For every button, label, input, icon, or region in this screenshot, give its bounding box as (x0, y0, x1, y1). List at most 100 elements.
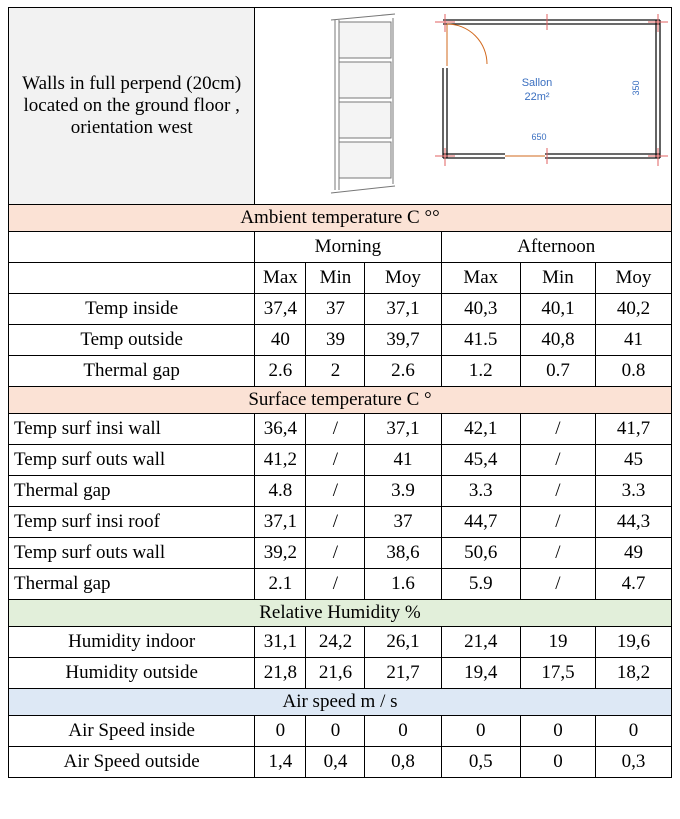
cell: 37,1 (364, 413, 442, 445)
cell: 17,5 (519, 657, 596, 689)
cell: 41.5 (440, 324, 521, 356)
header-stat: Moy (364, 262, 442, 294)
cell: / (519, 568, 596, 600)
table-row: Temp inside 37,4 37 37,1 40,3 40,1 40,2 (7, 293, 673, 325)
cell: 0 (594, 715, 673, 747)
cell: 45,4 (440, 444, 521, 476)
cell: 39 (305, 324, 366, 356)
cell: / (305, 475, 366, 507)
cell: 49 (594, 537, 673, 569)
table-row: Temp surf outs wall 39,2 / 38,6 50,6 / 4… (7, 537, 673, 569)
floor-plan-drawing: Sallon 22m² 650 350 (331, 13, 669, 194)
cell: 3.9 (364, 475, 442, 507)
section-air-speed: Air speed m / s (8, 688, 672, 716)
cell: 2.1 (254, 568, 307, 600)
cell: 41 (364, 444, 442, 476)
cell: 4.7 (594, 568, 673, 600)
cell: 19 (519, 626, 596, 658)
cell: 0,8 (364, 746, 442, 778)
room-area: 22m² (525, 91, 550, 103)
cell: / (305, 444, 366, 476)
row-label: Thermal gap (7, 355, 256, 387)
row-label: Temp surf outs wall (7, 537, 256, 569)
table-row: Air Speed outside 1,4 0,4 0,8 0,5 0 0,3 (7, 746, 673, 778)
section-surface-temperature: Surface temperature C ° (8, 386, 672, 414)
cell: 21,8 (254, 657, 307, 689)
cell: 36,4 (254, 413, 307, 445)
cell: 3.3 (594, 475, 673, 507)
cell: / (519, 475, 596, 507)
cell: 38,6 (364, 537, 442, 569)
cell: 0 (440, 715, 521, 747)
dimension-width: 650 (532, 132, 547, 142)
table-row: Thermal gap 4.8 / 3.9 3.3 / 3.3 (7, 475, 673, 507)
table-row: Temp outside 40 39 39,7 41.5 40,8 41 (7, 324, 673, 356)
cell: 5.9 (440, 568, 521, 600)
table-row: Humidity outside 21,8 21,6 21,7 19,4 17,… (7, 657, 673, 689)
cell: / (305, 537, 366, 569)
header-blank (7, 231, 256, 263)
table-row: Temp surf insi wall 36,4 / 37,1 42,1 / 4… (7, 413, 673, 445)
cell: 40,8 (519, 324, 596, 356)
cell: 41 (594, 324, 673, 356)
cell: 0,4 (305, 746, 366, 778)
row-label: Temp surf insi wall (7, 413, 256, 445)
door-swing (446, 23, 546, 157)
cell: 40 (254, 324, 307, 356)
corner-marks (435, 14, 669, 166)
cell: 4.8 (254, 475, 307, 507)
table-row: Air Speed inside 0 0 0 0 0 0 (7, 715, 673, 747)
section-relative-humidity: Relative Humidity % (8, 599, 672, 627)
cell: 39,7 (364, 324, 442, 356)
cell: 21,6 (305, 657, 366, 689)
cell: 21,4 (440, 626, 521, 658)
section-ambient-temperature: Ambient temperature C °° (8, 204, 672, 232)
wall-description: Walls in full perpend (20cm) located on … (7, 7, 256, 205)
dimension-height: 350 (631, 80, 641, 95)
row-label: Temp surf outs wall (7, 444, 256, 476)
header-morning: Morning (254, 231, 442, 263)
room-name: Sallon (522, 77, 553, 89)
cell: 44,7 (440, 506, 521, 538)
cell: 3.3 (440, 475, 521, 507)
table-row: Humidity indoor 31,1 24,2 26,1 21,4 19 1… (7, 626, 673, 658)
cell: 45 (594, 444, 673, 476)
table-row: Temp surf outs wall 41,2 / 41 45,4 / 45 (7, 444, 673, 476)
cell: 40,3 (440, 293, 521, 325)
cell: 0 (519, 746, 596, 778)
cell: 44,3 (594, 506, 673, 538)
cell: 39,2 (254, 537, 307, 569)
cell: 37 (305, 293, 366, 325)
cell: 1.2 (440, 355, 521, 387)
table-row: Thermal gap 2.6 2 2.6 1.2 0.7 0.8 (7, 355, 673, 387)
wall-elevation-sketch (331, 13, 396, 194)
measurements-table: Walls in full perpend (20cm) located on … (7, 7, 673, 778)
header-stat: Min (519, 262, 596, 294)
row-label: Temp surf insi roof (7, 506, 256, 538)
cell: 19,6 (594, 626, 673, 658)
header-stat: Max (440, 262, 521, 294)
cell: / (519, 444, 596, 476)
floor-plan-cell: Sallon 22m² 650 350 (254, 7, 672, 205)
cell: 26,1 (364, 626, 442, 658)
cell: 41,7 (594, 413, 673, 445)
row-label: Humidity indoor (7, 626, 256, 658)
row-label: Air Speed inside (7, 715, 256, 747)
cell: 40,1 (519, 293, 596, 325)
cell: 50,6 (440, 537, 521, 569)
cell: 40,2 (594, 293, 673, 325)
cell: 21,7 (364, 657, 442, 689)
cell: 18,2 (594, 657, 673, 689)
header-blank (7, 262, 256, 294)
cell: / (519, 506, 596, 538)
cell: 2.6 (364, 355, 442, 387)
cell: 0,3 (594, 746, 673, 778)
cell: 0 (254, 715, 307, 747)
cell: 37,1 (254, 506, 307, 538)
header-afternoon: Afternoon (440, 231, 673, 263)
room-plan (442, 19, 661, 159)
cell: 0.7 (519, 355, 596, 387)
cell: / (305, 506, 366, 538)
row-label: Temp inside (7, 293, 256, 325)
header-stat: Max (254, 262, 307, 294)
